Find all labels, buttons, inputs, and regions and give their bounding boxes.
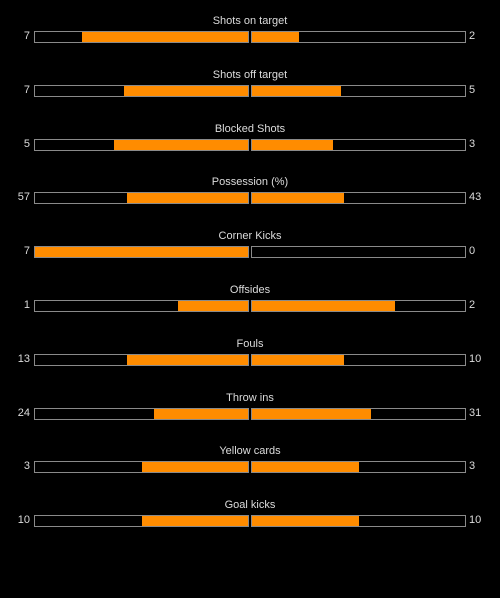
home-bar-fill xyxy=(35,247,248,258)
home-bar-fill xyxy=(154,408,248,419)
stat-label: Corner Kicks xyxy=(218,230,282,243)
home-bar-fill xyxy=(141,462,248,473)
away-bar xyxy=(251,246,466,259)
away-value: 31 xyxy=(469,406,482,419)
away-bar xyxy=(251,353,466,366)
away-bar-fill xyxy=(252,408,372,419)
away-value: 3 xyxy=(469,137,476,150)
away-bar-fill xyxy=(252,85,342,96)
away-bar xyxy=(251,300,466,312)
away-bar xyxy=(251,138,466,151)
home-value: 57 xyxy=(17,191,30,204)
away-bar-fill xyxy=(252,32,299,42)
away-value: 0 xyxy=(469,245,476,258)
away-value: 2 xyxy=(469,299,476,311)
stat-label: Yellow cards xyxy=(219,445,281,458)
stat-row-fouls: Fouls 13 10 xyxy=(0,334,500,374)
stat-label: Possession (%) xyxy=(211,176,289,189)
home-value: 1 xyxy=(23,299,30,311)
home-bar xyxy=(34,353,249,366)
stat-row-shots-on-target: Shots on target 7 2 xyxy=(0,11,500,51)
stat-row-possession: Possession (%) 57 43 xyxy=(0,172,500,212)
away-bar-fill xyxy=(252,139,333,150)
away-bar xyxy=(251,461,466,474)
stat-row-offsides: Offsides 1 2 xyxy=(0,280,500,320)
home-bar xyxy=(34,84,249,97)
stat-row-corner-kicks: Corner Kicks 7 0 xyxy=(0,226,500,266)
stat-row-blocked-shots: Blocked Shots 5 3 xyxy=(0,119,500,159)
home-bar-fill xyxy=(126,354,248,365)
stat-label: Fouls xyxy=(236,337,264,350)
home-value: 7 xyxy=(23,245,30,258)
away-value: 2 xyxy=(469,30,476,42)
away-bar-fill xyxy=(252,462,359,473)
away-value: 43 xyxy=(469,191,482,204)
stat-label: Throw ins xyxy=(226,391,274,404)
home-bar xyxy=(34,246,249,259)
stat-row-throw-ins: Throw ins 24 31 xyxy=(0,388,500,428)
home-bar xyxy=(34,407,249,420)
home-bar-fill xyxy=(124,85,248,96)
away-bar-fill xyxy=(252,193,344,204)
away-bar xyxy=(251,31,466,43)
away-bar xyxy=(251,192,466,205)
stat-label: Offsides xyxy=(229,284,271,296)
stat-label: Goal kicks xyxy=(224,499,276,512)
home-bar xyxy=(34,138,249,151)
home-value: 24 xyxy=(17,406,30,419)
away-bar xyxy=(251,515,466,528)
stat-label: Shots on target xyxy=(212,15,288,27)
home-bar xyxy=(34,515,249,528)
away-value: 10 xyxy=(469,514,482,527)
away-value: 3 xyxy=(469,460,476,473)
stat-label: Blocked Shots xyxy=(214,122,286,135)
stat-row-goal-kicks: Goal kicks 10 10 xyxy=(0,495,500,535)
away-bar xyxy=(251,407,466,420)
stat-row-shots-off-target: Shots off target 7 5 xyxy=(0,65,500,105)
stat-row-yellow-cards: Yellow cards 3 3 xyxy=(0,441,500,481)
home-bar xyxy=(34,31,249,43)
away-value: 10 xyxy=(469,352,482,365)
home-value: 10 xyxy=(17,514,30,527)
away-bar-fill xyxy=(252,516,359,527)
home-value: 3 xyxy=(23,460,30,473)
home-bar-fill xyxy=(126,193,248,204)
away-bar xyxy=(251,84,466,97)
away-bar-fill xyxy=(252,354,344,365)
home-bar xyxy=(34,192,249,205)
home-bar-fill xyxy=(177,301,248,311)
away-bar-fill xyxy=(252,301,395,311)
home-value: 7 xyxy=(23,83,30,96)
home-bar-fill xyxy=(141,516,248,527)
home-bar xyxy=(34,300,249,312)
home-value: 13 xyxy=(17,352,30,365)
home-bar-fill xyxy=(81,32,248,42)
home-bar-fill xyxy=(113,139,248,150)
home-value: 5 xyxy=(23,137,30,150)
away-value: 5 xyxy=(469,83,476,96)
home-value: 7 xyxy=(23,30,30,42)
stat-label: Shots off target xyxy=(212,68,288,81)
home-bar xyxy=(34,461,249,474)
